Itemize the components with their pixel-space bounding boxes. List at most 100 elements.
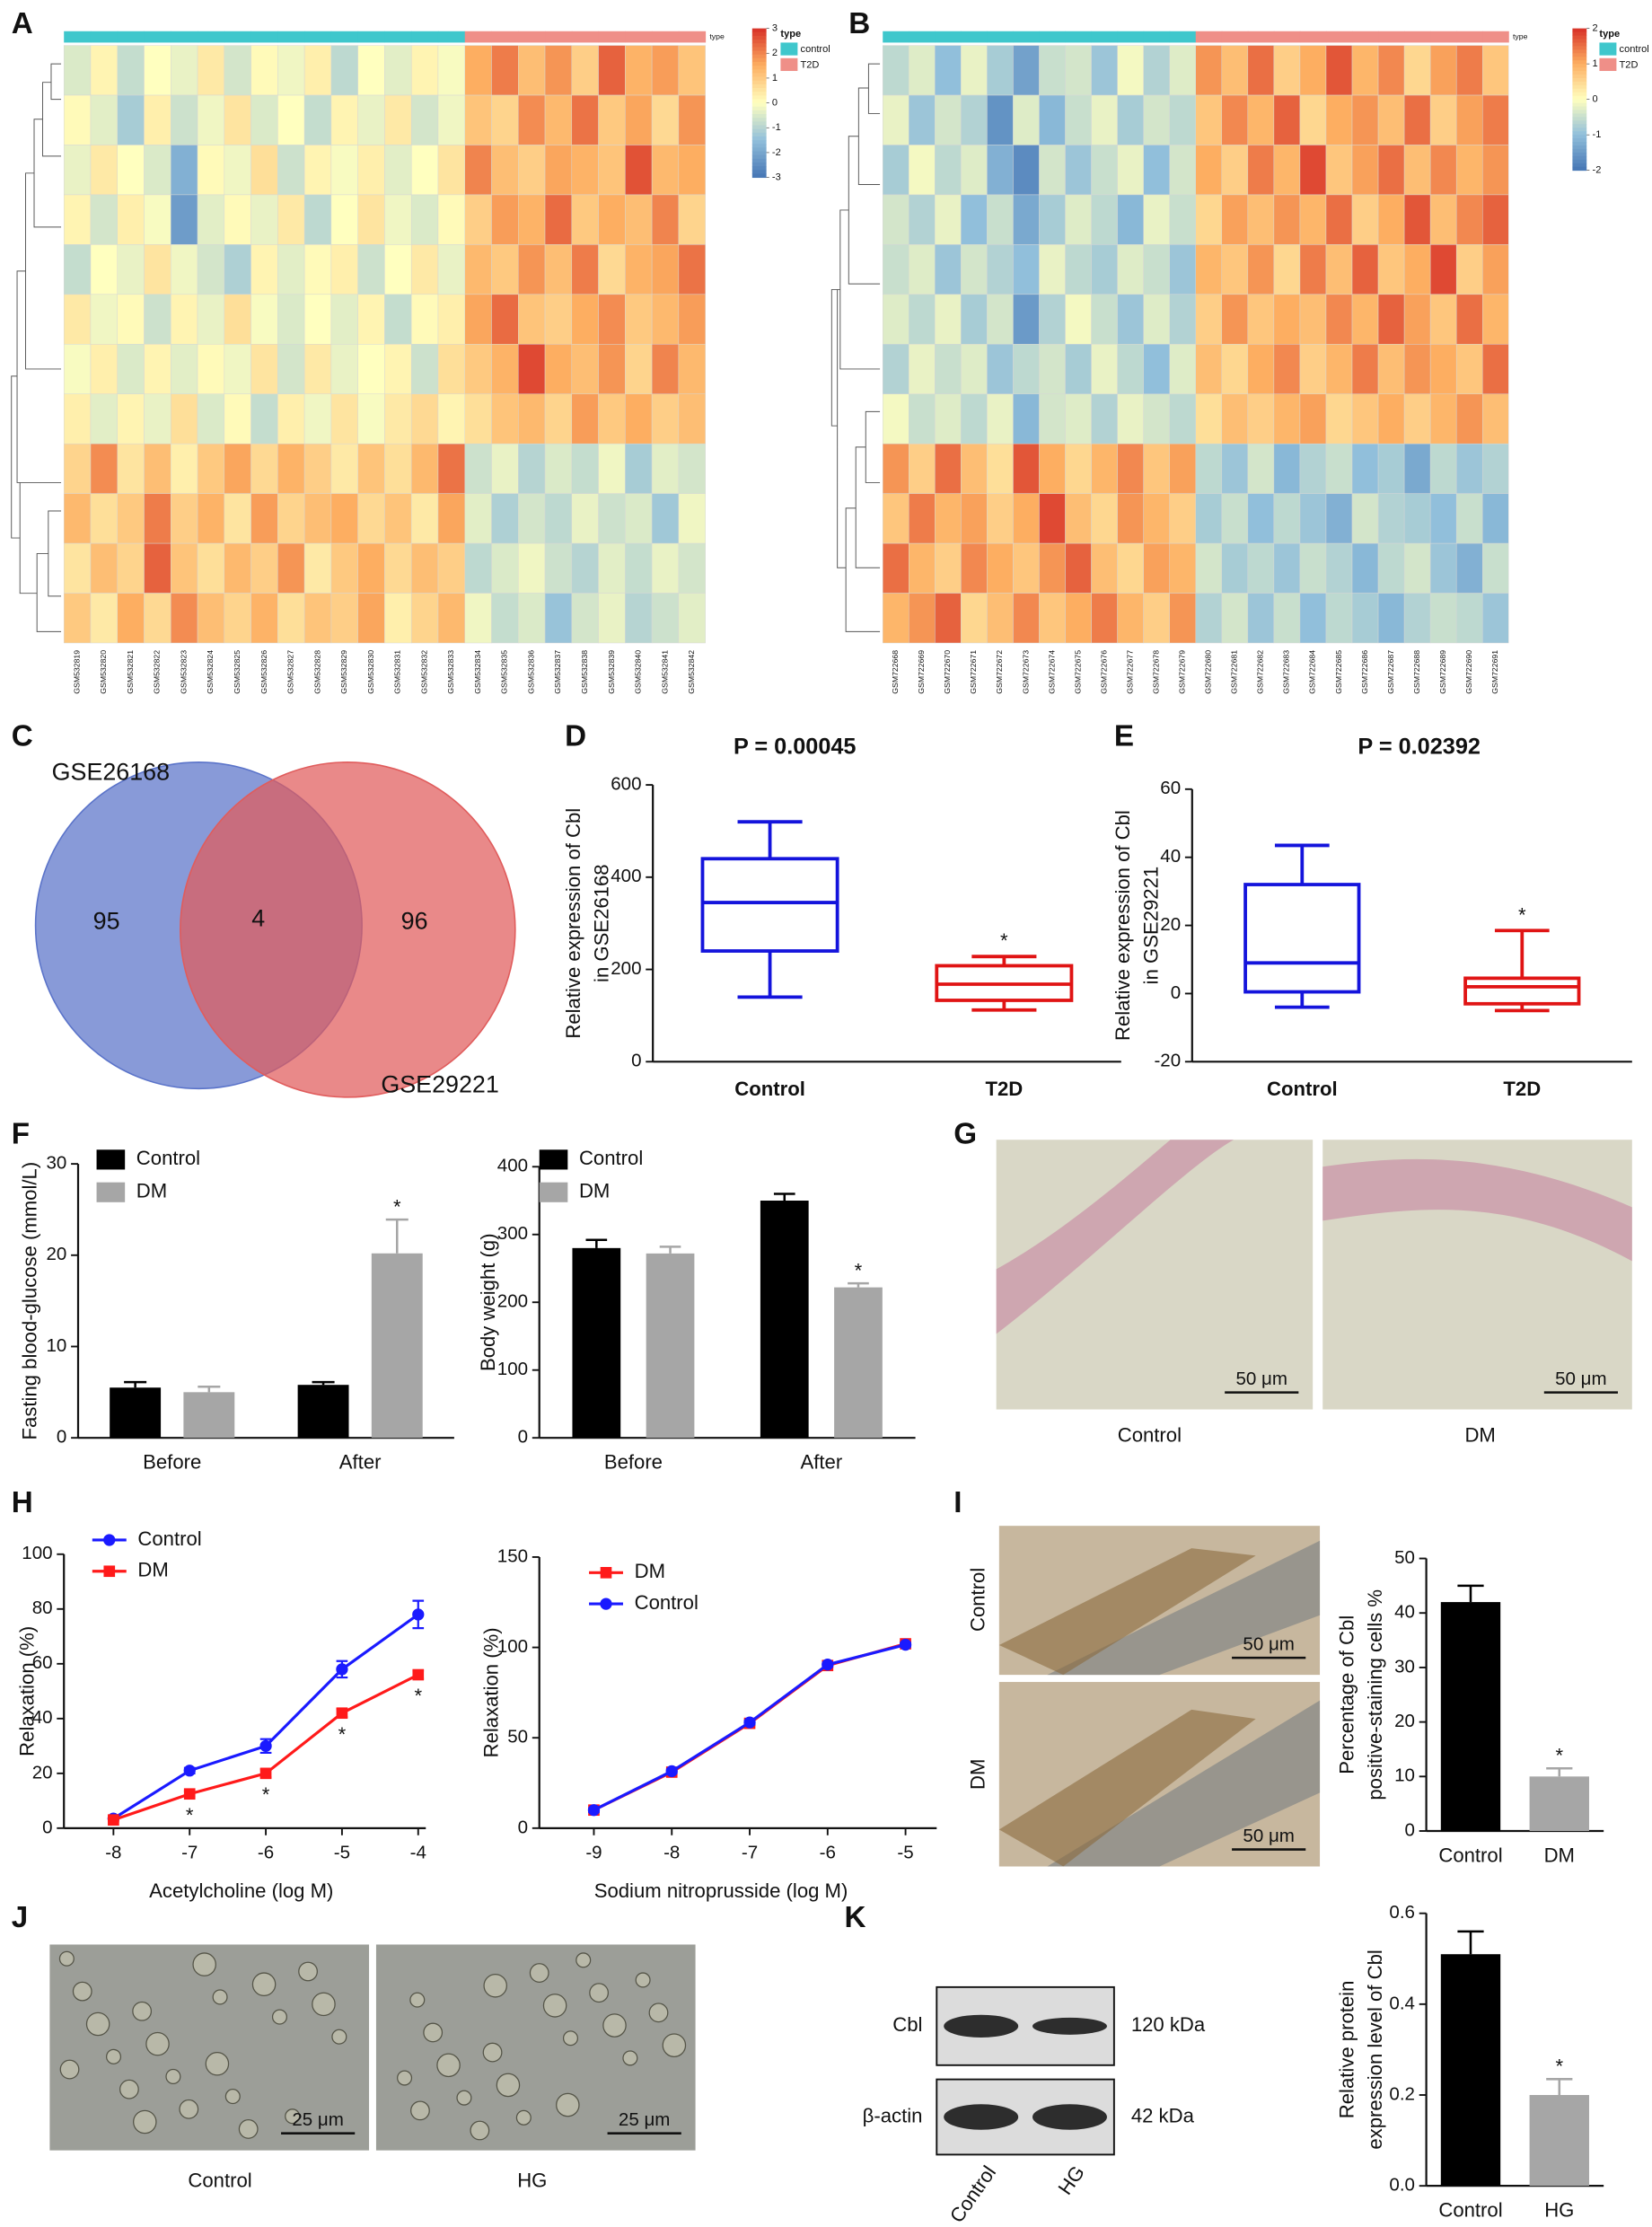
heatmap-cell: [1429, 244, 1457, 295]
heatmap-cell: [1169, 194, 1196, 245]
heatmap-cell: [117, 493, 145, 544]
heatmap-cell: [63, 344, 92, 394]
heatmap-cell: [1455, 593, 1483, 644]
heatmap-cell: [90, 542, 118, 594]
type-annotation: [1325, 31, 1353, 43]
heatmap-cell: [1221, 94, 1249, 145]
heatmap-cell: [464, 194, 492, 245]
column-label: GSM722676: [1099, 650, 1108, 694]
colorbar-segment: [751, 114, 767, 119]
heatmap-cell: [1065, 244, 1092, 295]
scale-bar-label: 50 μm: [1243, 1633, 1294, 1654]
type-annotation: [909, 31, 936, 43]
column-label: GSM722691: [1490, 650, 1499, 694]
heatmap-cell: [1013, 493, 1040, 544]
heatmap-cell: [1455, 344, 1483, 394]
panel-letter: E: [1114, 720, 1134, 753]
heatmap-cell: [1117, 294, 1144, 345]
heatmap-cell: [935, 493, 962, 544]
heatmap-cell: [63, 443, 92, 494]
cell: [482, 2042, 503, 2063]
colorbar-segment: [1572, 110, 1587, 114]
heatmap-cell: [1377, 244, 1405, 295]
heatmap-cell: [987, 542, 1014, 594]
heatmap-cell: [1325, 244, 1353, 295]
heatmap-cell: [1481, 593, 1509, 644]
colorbar-segment: [1572, 99, 1587, 104]
heatmap-cell: [1013, 145, 1040, 196]
heatmap-cell: [1351, 542, 1379, 594]
heatmap-cell: [1169, 493, 1196, 544]
heatmap-cell: [1091, 344, 1118, 394]
significance: *: [1000, 929, 1008, 952]
heatmap-cell: [678, 344, 706, 394]
colorbar-segment: [751, 43, 767, 48]
heatmap-cell: [197, 194, 225, 245]
heatmap-cell: [357, 344, 385, 394]
heatmap-cell: [330, 244, 358, 295]
blot-band: [944, 2104, 1019, 2130]
legend-swatch: [96, 1182, 126, 1202]
heatmap-cell: [1377, 542, 1405, 594]
y-tick-label: 600: [611, 774, 641, 795]
colorbar-segment: [1572, 120, 1587, 125]
marker: [412, 1608, 425, 1621]
heatmap-cell: [437, 194, 465, 245]
heatmap-cell: [1429, 344, 1457, 394]
heatmap-cell: [1247, 294, 1275, 345]
heatmap-cell: [330, 493, 358, 544]
heatmap-cell: [882, 593, 909, 644]
y-axis-label: expression level of Cbl: [1364, 1950, 1386, 2149]
heatmap-cell: [1325, 593, 1353, 644]
marker: [822, 1659, 834, 1671]
heatmap-cell: [330, 294, 358, 345]
heatmap-cell: [250, 593, 278, 644]
heatmap-cell: [625, 443, 653, 494]
type-annotation: [1065, 31, 1093, 43]
heatmap-cell: [935, 344, 962, 394]
heatmap-cell: [1325, 443, 1353, 494]
heatmap-cell: [1221, 45, 1249, 96]
heatmap-cell: [144, 194, 171, 245]
y-tick-label: 60: [32, 1652, 53, 1673]
colorbar-segment: [1572, 81, 1587, 86]
heatmap-cell: [651, 294, 680, 345]
cell: [483, 1974, 507, 1998]
colorbar-segment: [1572, 95, 1587, 101]
column-label: GSM722680: [1204, 650, 1213, 694]
cell: [298, 1961, 318, 1982]
heatmap-cell: [935, 145, 962, 196]
colorbar-segment: [1572, 53, 1587, 57]
heatmap-cell: [1221, 542, 1249, 594]
y-tick-label: 40: [1394, 1602, 1415, 1623]
band-name: Cbl: [892, 2013, 922, 2036]
set-count: 95: [93, 907, 120, 934]
x-tick-label: -6: [820, 1843, 836, 1863]
heatmap-cell: [625, 542, 653, 594]
type-annotation: [1404, 31, 1431, 43]
micrograph-image: [996, 1140, 1314, 1410]
heatmap-cell: [384, 542, 412, 594]
heatmap-cell: [1247, 493, 1275, 544]
colorbar-segment: [751, 102, 767, 108]
legend-label: Control: [635, 1591, 699, 1614]
heatmap-cell: [1455, 94, 1483, 145]
heatmap-cell: [63, 244, 92, 295]
colorbar-segment: [1572, 74, 1587, 79]
type-annotation: [625, 31, 653, 43]
type-annotation: [598, 31, 626, 43]
cell: [562, 2030, 579, 2047]
overlap-count: 4: [251, 904, 265, 931]
heatmap-cell: [1403, 294, 1431, 345]
column-label: GSM532827: [286, 650, 295, 694]
colorbar-segment: [751, 154, 767, 160]
heatmap-cell: [544, 294, 573, 345]
marker: [412, 1668, 425, 1681]
column-label: GSM532837: [553, 650, 562, 694]
type-annotation: [961, 31, 988, 43]
heatmap-cell: [1455, 493, 1483, 544]
colorbar-segment: [1572, 28, 1587, 33]
y-tick-label: 0: [1405, 1819, 1415, 1840]
heatmap-cell: [987, 145, 1014, 196]
heatmap-cell: [250, 493, 278, 544]
